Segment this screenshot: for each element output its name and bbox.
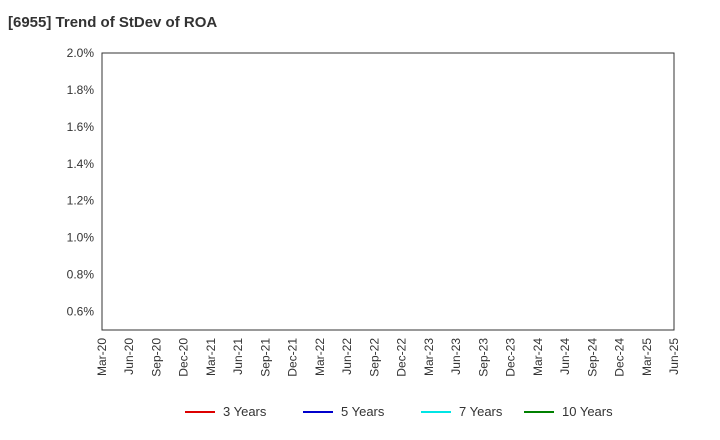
x-tick-label: Mar-24 (531, 338, 545, 376)
y-tick-label: 2.0% (67, 46, 95, 60)
x-tick-label: Jun-20 (122, 338, 136, 375)
x-tick-label: Sep-24 (585, 338, 599, 377)
x-tick-label: Sep-23 (476, 338, 490, 377)
x-tick-label: Jun-25 (667, 338, 681, 375)
x-tick-label: Mar-20 (95, 338, 109, 376)
legend-label: 7 Years (459, 404, 503, 419)
legend-swatch (303, 410, 333, 413)
x-tick-label: Sep-21 (258, 338, 272, 377)
x-tick-label: Mar-25 (640, 338, 654, 376)
legend-label: 10 Years (562, 404, 613, 419)
legend-swatch (524, 410, 554, 413)
y-tick-label: 0.8% (67, 268, 95, 282)
x-tick-label: Mar-22 (313, 338, 327, 376)
x-tick-label: Dec-23 (504, 338, 518, 377)
x-tick-label: Dec-22 (395, 338, 409, 377)
x-tick-label: Dec-24 (613, 338, 627, 377)
y-tick-label: 1.2% (67, 194, 95, 208)
y-tick-label: 0.6% (67, 305, 95, 319)
plot-frame (101, 52, 675, 331)
x-tick-label: Sep-20 (149, 338, 163, 377)
x-tick-label: Mar-21 (204, 338, 218, 376)
legend: 3 Years 5 Years 7 Years 10 Years (0, 404, 720, 428)
legend-item-3-years: 3 Years (185, 404, 266, 419)
legend-label: 5 Years (341, 404, 385, 419)
legend-swatch (421, 410, 451, 413)
legend-item-10-years: 10 Years (524, 404, 613, 419)
legend-swatch (185, 410, 215, 413)
legend-item-7-years: 7 Years (421, 404, 502, 419)
legend-label: 3 Years (223, 404, 267, 419)
y-tick-label: 1.0% (67, 231, 95, 245)
x-tick-label: Dec-21 (286, 338, 300, 377)
x-tick-label: Jun-21 (231, 338, 245, 375)
y-tick-label: 1.4% (67, 157, 95, 171)
x-tick-label: Sep-22 (367, 338, 381, 377)
x-tick-label: Jun-22 (340, 338, 354, 375)
y-tick-label: 1.6% (67, 120, 95, 134)
x-tick-label: Jun-23 (449, 338, 463, 375)
chart-title: [6955] Trend of StDev of ROA (8, 14, 218, 31)
x-tick-label: Mar-23 (422, 338, 436, 376)
legend-item-5-years: 5 Years (303, 404, 384, 419)
y-tick-label: 1.8% (67, 83, 95, 97)
x-tick-label: Dec-20 (177, 338, 191, 377)
x-tick-label: Jun-24 (558, 338, 572, 375)
